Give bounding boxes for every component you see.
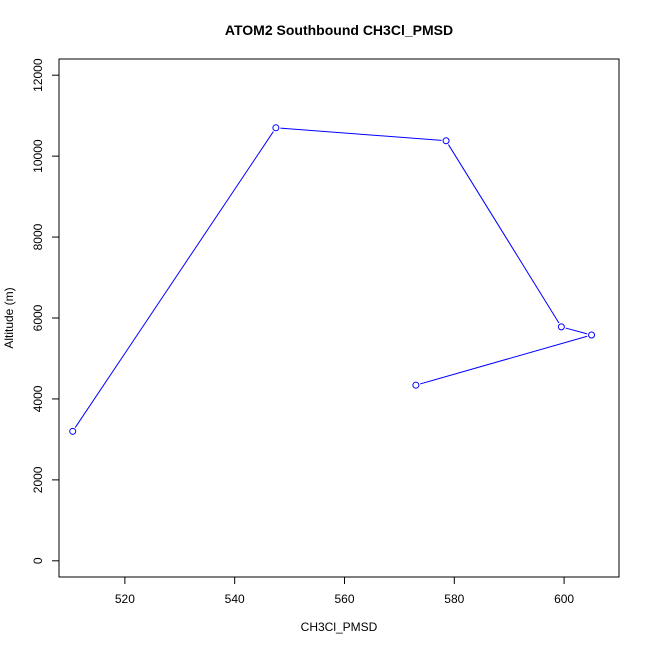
data-point xyxy=(557,323,565,331)
data-point xyxy=(588,331,596,339)
y-axis: 0 2000 4000 6000 8000 10000 12000 xyxy=(31,58,60,564)
x-axis: 520 540 560 580 600 xyxy=(115,576,574,606)
series-line-segment xyxy=(74,131,274,428)
data-point xyxy=(272,124,280,132)
x-tick-label: 540 xyxy=(225,592,245,606)
series-line-segment xyxy=(280,127,442,141)
y-tick-label: 2000 xyxy=(31,466,45,493)
x-tick-label: 560 xyxy=(334,592,354,606)
data-point xyxy=(442,137,450,145)
y-tick-label: 10000 xyxy=(31,139,45,173)
chart-title: ATOM2 Southbound CH3Cl_PMSD xyxy=(225,22,453,38)
x-tick-label: 600 xyxy=(554,592,574,606)
series-line-segment xyxy=(565,327,588,335)
data-point xyxy=(69,427,77,435)
x-tick-label: 520 xyxy=(115,592,135,606)
series-line-segment xyxy=(420,335,588,385)
x-tick-label: 580 xyxy=(444,592,464,606)
y-tick-label: 12000 xyxy=(31,58,45,92)
series-layer xyxy=(69,124,596,435)
data-point xyxy=(412,381,420,389)
y-tick-label: 0 xyxy=(31,557,45,564)
y-axis-label: Altitude (m) xyxy=(2,287,16,348)
x-axis-label: CH3Cl_PMSD xyxy=(301,620,378,634)
y-tick-label: 6000 xyxy=(31,304,45,331)
y-tick-label: 8000 xyxy=(31,223,45,250)
series-line-segment xyxy=(448,144,560,324)
y-tick-label: 4000 xyxy=(31,385,45,412)
plot-frame xyxy=(58,58,620,578)
